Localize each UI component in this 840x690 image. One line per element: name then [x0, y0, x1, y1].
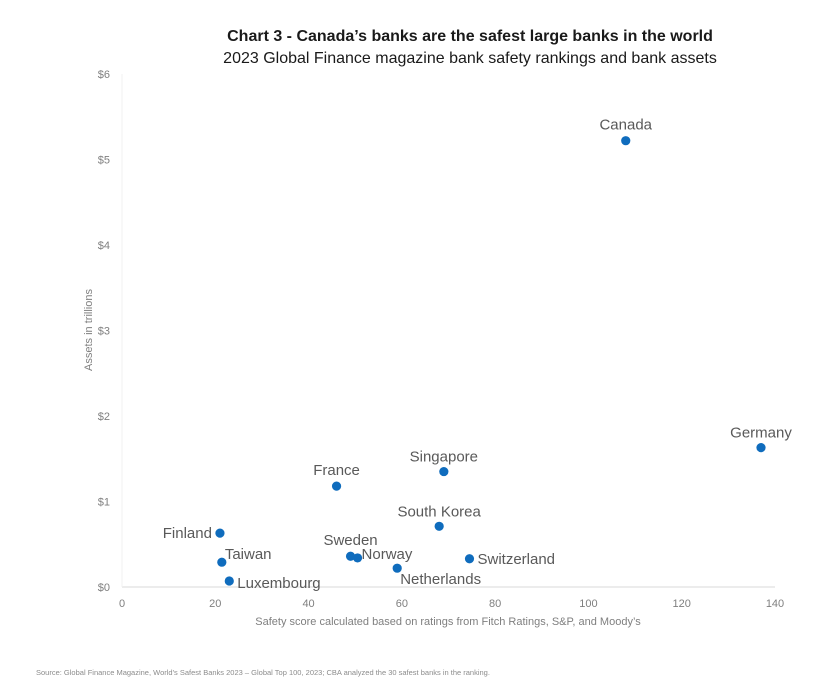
y-tick-label: $4	[98, 240, 110, 252]
x-tick-label: 40	[302, 598, 314, 610]
y-tick-label: $1	[98, 497, 110, 509]
data-label: Luxembourg	[237, 575, 320, 592]
data-points: Canada Germany Singapore France South Korea F…	[163, 117, 793, 592]
data-point	[756, 443, 766, 453]
y-tick-label: $3	[98, 326, 110, 338]
data-point	[215, 528, 225, 538]
x-axis-label: Safety score calculated based on ratings…	[255, 616, 641, 628]
data-label: Sweden	[323, 532, 377, 549]
data-point	[345, 551, 356, 561]
y-tick-label: $5	[98, 155, 110, 167]
data-point	[464, 554, 475, 564]
data-point	[434, 521, 444, 531]
data-point	[331, 481, 342, 491]
data-label: Germany	[730, 425, 792, 442]
y-tick-label: $0	[98, 582, 110, 594]
data-point	[621, 136, 631, 146]
data-label: France	[313, 462, 360, 479]
axes: 0 20 40 60 80 100 120 140 $0 $1 $2 $3 $4 $5 $6	[98, 69, 784, 610]
x-tick-label: 60	[396, 598, 408, 610]
y-tick-label: $6	[98, 69, 110, 81]
data-point	[392, 563, 402, 573]
data-point	[224, 576, 234, 586]
x-tick-label: 140	[766, 598, 784, 610]
source-note: Source: Global Finance Magazine, World's…	[36, 668, 490, 677]
data-label: Switzerland	[477, 551, 555, 568]
x-tick-label: 120	[673, 598, 691, 610]
data-label: Finland	[163, 525, 212, 542]
x-tick-label: 100	[579, 598, 597, 610]
data-label: Norway	[362, 546, 413, 563]
x-tick-label: 0	[119, 598, 125, 610]
data-label: Taiwan	[225, 546, 272, 563]
y-tick-label: $2	[98, 411, 110, 423]
chart-title: Chart 3 - Canada’s banks are the safest …	[227, 28, 713, 45]
data-point	[217, 557, 227, 567]
x-tick-label: 20	[209, 598, 221, 610]
y-axis-label: Assets in trillions	[83, 289, 95, 371]
chart-subtitle: 2023 Global Finance magazine bank safety…	[223, 50, 717, 67]
data-point	[352, 553, 363, 563]
data-label: South Korea	[397, 503, 481, 520]
data-label: Netherlands	[400, 571, 481, 588]
x-tick-label: 80	[489, 598, 501, 610]
data-label: Singapore	[410, 449, 478, 466]
data-label: Canada	[599, 117, 652, 134]
data-point	[439, 466, 449, 477]
